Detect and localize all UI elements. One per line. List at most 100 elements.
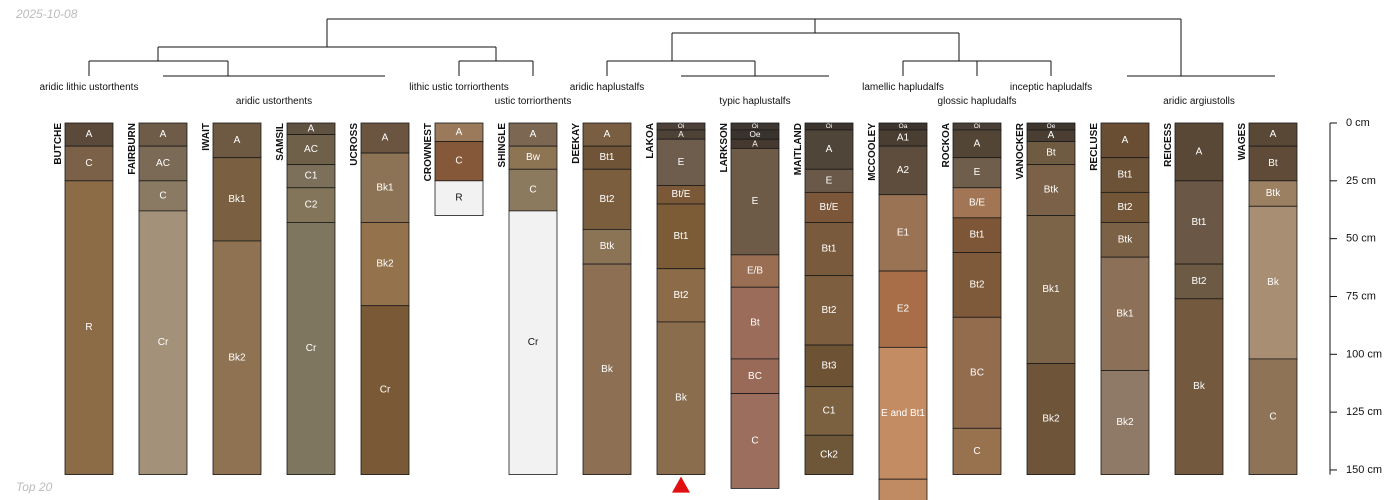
- group-label: ustic torriorthents: [495, 96, 572, 107]
- depth-axis: 0 cm 25 cm 50 cm 75 cm 100 cm 125 cm 150 cm: [1329, 117, 1382, 476]
- horizon-label: AC: [304, 144, 318, 155]
- profile-crownest: CROWNEST A C R: [423, 122, 484, 216]
- horizon-btk: [1248, 180, 1298, 207]
- horizon-label: E/B: [747, 266, 763, 277]
- horizon-label: A: [1122, 135, 1129, 146]
- horizon-ck2: [804, 434, 854, 475]
- profile-iwait: IWAIT A Bk1 Bk2: [201, 122, 262, 475]
- horizon-e: [656, 138, 706, 186]
- horizon-label: C1: [305, 171, 318, 182]
- horizon-cr: [360, 305, 410, 475]
- tick-label: 0 cm: [1346, 117, 1370, 129]
- horizon-label: Oi: [752, 123, 759, 130]
- horizon-label: Bt1: [1117, 170, 1132, 181]
- horizon-bc: [730, 358, 780, 395]
- group-label: aridic lithic ustorthents: [40, 82, 139, 93]
- horizon-bk2: [1100, 370, 1150, 475]
- horizon-bk: [656, 321, 706, 475]
- horizon-label: A: [456, 127, 463, 138]
- horizon-label: A: [1196, 146, 1203, 157]
- profile-name: FAIRBURN: [127, 123, 138, 175]
- profile-wages: WAGES A Bt Btk Bk C: [1237, 122, 1298, 475]
- horizon-c1: [804, 386, 854, 436]
- horizon-a: [1174, 122, 1224, 182]
- horizon-bk1: [360, 152, 410, 223]
- horizon-label: R: [85, 322, 92, 333]
- profile-reicess: REICESS A Bt1 Bt2 Bk: [1163, 122, 1224, 475]
- horizon-label: Btk: [1266, 188, 1281, 199]
- horizon-label: Bt1: [673, 231, 688, 242]
- horizon-bt2: [1174, 263, 1224, 300]
- horizon-label: E: [752, 196, 759, 207]
- horizon-label: C1: [823, 405, 836, 416]
- profile-ucross: UCROSS A Bk1 Bk2 Cr: [349, 122, 410, 475]
- profile-name: MCCOOLEY: [867, 123, 878, 181]
- profile-name: ROCKOA: [941, 123, 952, 167]
- profile-rockoa: ROCKOA Oi A E B/E Bt1 Bt2 BC C: [941, 122, 1002, 475]
- profile-deekay: DEEKAY A Bt1 Bt2 Btk Bk: [571, 122, 632, 475]
- horizon-bt2: [804, 275, 854, 346]
- horizon-label: C: [159, 190, 166, 201]
- horizon-label: A: [234, 135, 241, 146]
- horizon-bk2: [360, 222, 410, 307]
- profile-name: RECLUSE: [1089, 123, 1100, 171]
- horizon-bt-e: [804, 191, 854, 223]
- profile-name: DEEKAY: [571, 123, 582, 164]
- profile-name: IWAIT: [201, 123, 212, 151]
- horizon-label: Bt/E: [672, 189, 691, 200]
- horizon-label: A: [1048, 130, 1055, 141]
- horizon-bt1: [952, 217, 1002, 253]
- horizon-label: Bt1: [1191, 217, 1206, 228]
- truncation-marker: [672, 476, 690, 493]
- horizon-c: [952, 427, 1002, 475]
- horizon-label: A: [604, 129, 611, 140]
- horizon-label: Bt/E: [820, 202, 839, 213]
- horizon-label: E: [974, 167, 981, 178]
- profile-samsil: SAMSIL A AC C1 C2 Cr: [275, 122, 336, 475]
- horizon-bt2: [1100, 191, 1150, 223]
- horizon-label: A: [530, 129, 537, 140]
- horizon-label: Bk2: [376, 259, 394, 270]
- group-label: aridic haplustalfs: [570, 82, 644, 93]
- horizon-label: Btk: [1118, 234, 1133, 245]
- horizon-label: E1: [897, 227, 910, 238]
- horizon-ac: [138, 145, 188, 182]
- profile-butche: BUTCHE A C R: [53, 122, 114, 475]
- horizon-bk: [1248, 205, 1298, 360]
- profile-name: BUTCHE: [53, 123, 64, 165]
- horizon-label: R: [455, 193, 462, 204]
- profile-mccooley: MCCOOLEY Oa A1 A2 E1 E2 E and Bt1: [867, 122, 928, 500]
- horizon-label: A: [382, 133, 389, 144]
- profile-name: REICESS: [1163, 123, 1174, 167]
- horizon-label: Bk: [1193, 381, 1206, 392]
- profile-name: UCROSS: [349, 123, 360, 166]
- footer-note: Top 20: [16, 480, 53, 494]
- horizon-bt1: [1100, 157, 1150, 193]
- tick-label: 150 cm: [1346, 464, 1382, 476]
- horizon-label: A: [826, 144, 833, 155]
- date-stamp: 2025-10-08: [16, 7, 78, 21]
- horizon-bk2: [1026, 363, 1076, 475]
- horizon-label: C: [455, 156, 462, 167]
- horizon-label: A: [160, 129, 167, 140]
- horizon-ac: [286, 134, 336, 166]
- horizon-label: C2: [305, 200, 318, 211]
- horizon-btk: [1100, 222, 1150, 258]
- group-label: aridic ustorthents: [236, 96, 312, 107]
- horizon-label: AC: [156, 158, 170, 169]
- horizon-label: Bt2: [1117, 202, 1132, 213]
- horizon-label: C: [85, 158, 92, 169]
- horizon-e: [952, 157, 1002, 189]
- horizon-label: Cr: [306, 343, 317, 354]
- horizon-e1: [878, 194, 928, 272]
- horizon-c: [434, 141, 484, 182]
- horizon-e: [730, 148, 780, 256]
- horizon-label: Oe: [749, 130, 760, 139]
- horizon-c2: [286, 187, 336, 223]
- horizon-bt3: [804, 344, 854, 388]
- horizon-label: A1: [897, 133, 910, 144]
- horizon-label: Oi: [974, 123, 981, 130]
- horizon-a: [952, 129, 1002, 159]
- horizon-bt1: [1174, 180, 1224, 265]
